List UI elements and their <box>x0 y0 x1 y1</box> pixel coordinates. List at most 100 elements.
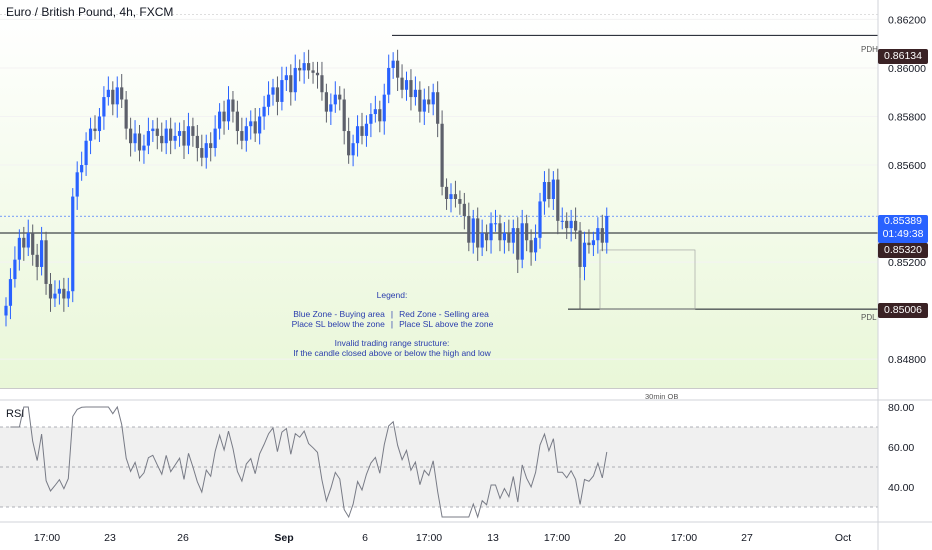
candle-up <box>551 179 555 199</box>
candle-down <box>556 179 560 221</box>
candle-down <box>453 194 458 199</box>
candle-up <box>489 223 493 241</box>
candle-up <box>333 94 337 105</box>
candle-up <box>84 140 88 166</box>
pdl-price-badge: 0.85006 <box>878 303 928 318</box>
candle-up <box>480 232 484 248</box>
candle-down <box>525 223 529 241</box>
last-price-value: 0.85389 <box>884 215 922 227</box>
candle-down <box>240 131 244 141</box>
time-tick-label: 17:00 <box>544 532 570 544</box>
candle-down <box>124 99 128 129</box>
candle-down <box>44 240 48 284</box>
candle-down <box>209 143 213 149</box>
legend-sep: | <box>390 309 394 319</box>
rsi-tick-label: 60.00 <box>888 442 914 454</box>
legend-sl-row: Place SL below the zone | Place SL above… <box>262 319 522 329</box>
candle-down <box>120 87 124 100</box>
time-tick-label: 20 <box>614 532 626 544</box>
legend-blue-sl: Place SL below the zone <box>291 319 385 329</box>
candle-up <box>471 218 475 243</box>
line-price-badge: 0.85320 <box>878 243 928 258</box>
candle-down <box>22 237 26 248</box>
candle-down <box>587 242 591 246</box>
candle-up <box>533 237 538 253</box>
legend-zones-row: Blue Zone - Buying area | Red Zone - Sel… <box>262 309 522 319</box>
price-tick-label: 0.85600 <box>888 160 926 172</box>
candle-down <box>155 128 159 136</box>
candle-up <box>173 135 177 141</box>
candle-down <box>307 63 311 71</box>
candle-down <box>48 283 53 299</box>
price-tick-label: 0.84800 <box>888 354 926 366</box>
rsi-line <box>10 405 608 519</box>
candle-down <box>200 148 204 158</box>
candle-down <box>111 89 115 105</box>
candle-down <box>578 230 582 267</box>
candle-up <box>4 305 8 316</box>
candle-up <box>422 99 426 112</box>
candle-down <box>320 75 324 93</box>
candle-up <box>8 279 13 306</box>
candle-up <box>258 116 262 134</box>
candle-down <box>195 135 199 149</box>
candle-down <box>31 232 35 255</box>
candle-down <box>129 128 133 144</box>
candle-up <box>88 128 93 141</box>
time-tick-label: Sep <box>274 532 293 544</box>
candle-up <box>560 220 564 222</box>
candle-up <box>382 94 386 122</box>
candle-down <box>311 70 315 73</box>
candle-up <box>115 87 119 105</box>
candle-down <box>324 92 328 112</box>
candle-up <box>186 126 191 146</box>
candle-up <box>266 94 271 107</box>
candle-up <box>605 215 609 243</box>
candle-down <box>93 128 97 132</box>
candle-down <box>400 77 404 90</box>
candle-down <box>35 254 39 267</box>
candle-down <box>529 240 533 253</box>
candle-down <box>458 199 462 204</box>
time-tick-label: 26 <box>177 532 189 544</box>
candle-up <box>133 133 137 144</box>
ob-label: 30min OB <box>645 392 679 401</box>
candle-down <box>600 228 604 243</box>
candle-down <box>574 220 578 231</box>
candle-up <box>106 89 110 98</box>
candle-down <box>275 87 280 102</box>
candle-up <box>142 145 146 151</box>
candle-up <box>449 194 453 199</box>
candle-down <box>436 92 440 124</box>
candle-up <box>244 126 248 141</box>
candle-up <box>204 143 208 158</box>
candle-up <box>364 123 369 136</box>
candle-up <box>262 106 266 117</box>
candle-up <box>502 232 506 241</box>
candle-up <box>538 201 542 238</box>
countdown-value: 01:49:38 <box>882 228 924 240</box>
ob-box <box>599 249 696 310</box>
candle-up <box>351 143 355 156</box>
candle-down <box>231 99 235 112</box>
candle-down <box>298 67 302 71</box>
candle-up <box>213 128 217 149</box>
candle-up <box>431 92 435 105</box>
candle-up <box>151 128 155 132</box>
legend-invalid-title: Invalid trading range structure: <box>334 338 450 348</box>
rsi-tick-label: 40.00 <box>888 482 914 494</box>
candle-up <box>293 67 297 93</box>
time-tick-label: 6 <box>362 532 368 544</box>
candle-up <box>355 126 360 144</box>
pdh-price-badge: 0.86134 <box>878 49 928 64</box>
candle-up <box>249 121 253 127</box>
candle-up <box>284 75 288 81</box>
time-tick-label: 17:00 <box>671 532 697 544</box>
legend-title: Legend: <box>376 290 408 300</box>
candle-up <box>387 67 391 95</box>
candle-up <box>591 240 595 246</box>
candle-down <box>338 94 342 100</box>
time-tick-label: 23 <box>104 532 116 544</box>
